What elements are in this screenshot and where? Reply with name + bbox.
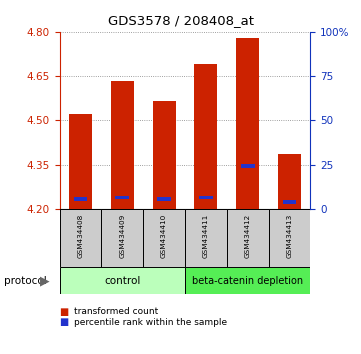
Bar — [69, 114, 92, 209]
Bar — [111, 81, 134, 209]
Bar — [195, 64, 217, 209]
Text: ■: ■ — [60, 317, 69, 327]
Bar — [143, 209, 185, 267]
Text: GSM434411: GSM434411 — [203, 213, 209, 258]
Text: GSM434410: GSM434410 — [161, 213, 167, 258]
Bar — [283, 200, 296, 204]
Bar — [241, 164, 255, 168]
Text: control: control — [104, 275, 140, 286]
Bar — [60, 209, 101, 267]
Bar — [185, 209, 227, 267]
Text: ▶: ▶ — [40, 274, 50, 287]
Bar — [236, 38, 259, 209]
Bar — [199, 196, 213, 199]
Bar — [157, 197, 171, 201]
Bar — [185, 267, 310, 294]
Bar — [269, 209, 310, 267]
Text: GSM434412: GSM434412 — [245, 213, 251, 258]
Bar — [116, 196, 129, 199]
Bar — [60, 267, 185, 294]
Bar — [153, 101, 175, 209]
Text: GSM434409: GSM434409 — [119, 213, 125, 258]
Bar — [227, 209, 269, 267]
Text: GSM434413: GSM434413 — [287, 213, 292, 258]
Bar — [74, 197, 87, 201]
Text: beta-catenin depletion: beta-catenin depletion — [192, 275, 303, 286]
Text: percentile rank within the sample: percentile rank within the sample — [74, 318, 227, 327]
Bar — [278, 154, 301, 209]
Text: GSM434408: GSM434408 — [78, 213, 83, 258]
Text: GDS3578 / 208408_at: GDS3578 / 208408_at — [108, 14, 253, 27]
Text: protocol: protocol — [4, 275, 46, 286]
Text: transformed count: transformed count — [74, 307, 158, 316]
Bar — [101, 209, 143, 267]
Text: ■: ■ — [60, 307, 69, 316]
